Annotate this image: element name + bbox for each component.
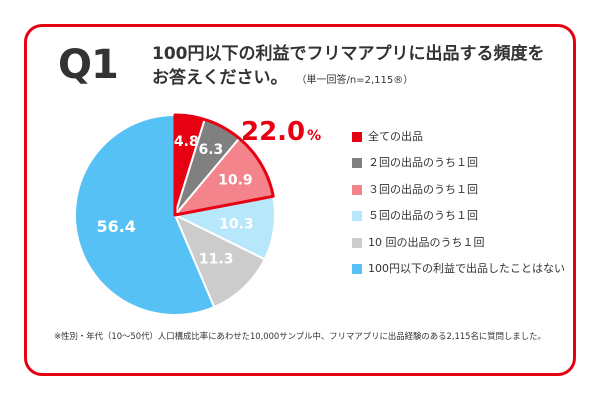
legend-swatch-5 [352, 237, 362, 248]
legend-swatch-3 [352, 184, 362, 195]
legend-label-4: ５回の出品のうち１回 [368, 209, 478, 223]
legend-swatch-4 [352, 211, 362, 222]
slice-label-4: 10.3 [219, 216, 254, 232]
slice-label-1: 4.8 [174, 134, 199, 150]
question-text: 100円以下の利益でフリマアプリに出品する頻度を お答えください。 （単一回答/n… [152, 42, 545, 93]
footnote: ※性別・年代（10〜50代）人口構成比率にあわせた10,000サンプル中、フリマ… [54, 331, 546, 341]
legend-swatch-6 [352, 263, 362, 274]
slice-label-3: 10.9 [218, 173, 253, 189]
legend-swatch-2 [352, 158, 362, 169]
slice-label-5: 11.3 [199, 252, 234, 268]
slice-label-6: 56.4 [96, 217, 135, 236]
sample-note: （単一回答/n=2,115®） [301, 75, 414, 86]
legend-label-6: 100円以下の利益で出品したことはない [368, 261, 565, 275]
pie-slice-6 [73, 113, 216, 316]
slice-label-2: 6.3 [198, 142, 223, 158]
question-number: Q1 [58, 42, 119, 88]
legend-label-1: 全ての出品 [368, 130, 423, 143]
highlight-outline [173, 113, 275, 217]
legend-label-3: ３回の出品のうち１回 [368, 182, 478, 196]
highlight-value-number: 22.0 [241, 117, 305, 147]
legend-label-5: 10 回の出品のうち１回 [368, 235, 485, 249]
pie-slice-labels: 4.86.3 10.9 10.3 11.3 56.4 [96, 134, 253, 268]
question-line-2-text: お答えください。 [152, 68, 288, 88]
pie-slice-5 [173, 212, 266, 309]
question-line-1: 100円以下の利益でフリマアプリに出品する頻度を [152, 44, 545, 64]
legend-swatch-1 [352, 132, 362, 142]
highlight-value: 22.0% [241, 117, 321, 147]
legend-label-2: ２回の出品のうち１回 [368, 156, 478, 170]
question-line-2: お答えください。 （単一回答/n=2,115®） [152, 66, 545, 93]
highlight-value-unit: % [307, 128, 321, 144]
